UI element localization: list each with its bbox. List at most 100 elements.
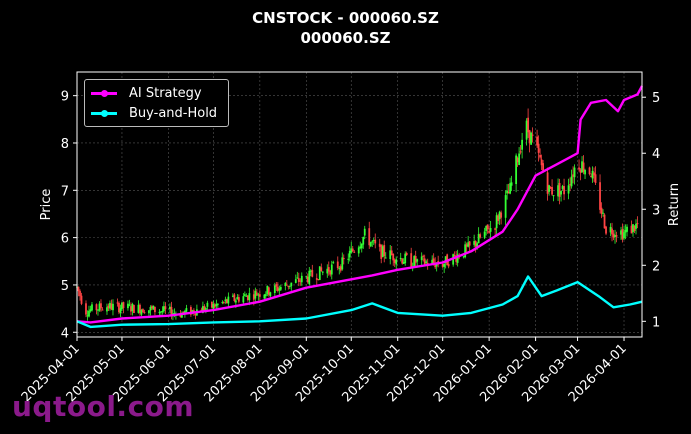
candle-body — [255, 292, 258, 296]
candle-body — [151, 306, 153, 309]
candle-body — [509, 183, 512, 194]
candle-body — [88, 310, 90, 317]
candle-body — [626, 226, 628, 232]
candle-body — [327, 267, 330, 272]
candle-body — [558, 182, 561, 197]
candle-body — [275, 284, 278, 287]
candle-body — [348, 250, 351, 258]
candle-body — [371, 241, 374, 243]
candle-body — [164, 306, 167, 310]
candle-body — [152, 305, 155, 310]
y-left-axis-label: Price — [39, 189, 54, 221]
candle-body — [410, 253, 413, 267]
candle-body — [494, 228, 497, 230]
candle-body — [399, 257, 402, 260]
candle-body — [362, 237, 365, 245]
candle-body — [130, 306, 132, 312]
candle-body — [279, 287, 282, 290]
legend-label-ai-strategy: AI Strategy — [129, 85, 202, 101]
candle-body — [89, 309, 92, 312]
candle-body — [86, 315, 89, 317]
candle-body — [118, 302, 120, 313]
candle-body — [393, 259, 396, 263]
candle-body — [422, 255, 425, 257]
candle-body — [109, 302, 111, 309]
candle-body — [557, 185, 559, 197]
candle-body — [359, 246, 362, 249]
candle-body — [489, 227, 492, 232]
candle-body — [79, 290, 81, 297]
y-left-tick-label: 8 — [61, 137, 69, 152]
legend-swatch-ai-strategy — [91, 89, 117, 97]
candle-body — [383, 245, 386, 257]
chart-legend: AI Strategy Buy-and-Hold — [84, 79, 229, 127]
candle-body — [590, 176, 592, 178]
candle-body — [206, 302, 209, 307]
candle-body — [588, 167, 591, 175]
candle-body — [339, 266, 342, 271]
candle-body — [477, 233, 480, 244]
candle-body — [169, 306, 171, 310]
candle-body — [360, 243, 363, 249]
candle-body — [287, 285, 290, 287]
candle-body — [119, 308, 122, 314]
y-left-tick-label: 9 — [61, 90, 69, 105]
candle-body — [633, 225, 636, 231]
candle-body — [266, 285, 269, 295]
candle-body — [632, 224, 634, 233]
candle-body — [294, 279, 297, 283]
candle-body — [264, 294, 267, 297]
candle-body — [476, 243, 479, 248]
candle-body — [143, 312, 146, 314]
series-line-ai-strategy — [76, 85, 644, 324]
candle-body — [216, 303, 219, 305]
candle-body — [257, 294, 260, 296]
candle-body — [572, 174, 574, 177]
candle-body — [488, 230, 491, 233]
candle-body — [392, 254, 395, 261]
candle-body — [309, 270, 312, 272]
candle-body — [326, 268, 329, 274]
candle-body — [213, 304, 216, 308]
candle-body — [173, 313, 176, 315]
candle-body — [630, 225, 633, 234]
candle-body — [285, 284, 288, 286]
candle-body — [98, 303, 101, 311]
candle-body — [269, 292, 272, 297]
candle-body — [612, 233, 615, 238]
candle-body — [552, 195, 555, 197]
candle-body — [194, 313, 197, 316]
candle-body — [600, 207, 603, 214]
candle-body — [404, 253, 407, 264]
chart-title: CNSTOCK - 000060.SZ 000060.SZ — [0, 8, 691, 48]
candle-body — [107, 305, 110, 309]
candle-body — [148, 310, 150, 314]
candle-body — [224, 299, 227, 301]
candle-body — [506, 190, 509, 194]
y-right-tick-label: 3 — [652, 203, 660, 218]
candle-body — [570, 176, 573, 187]
candle-body — [290, 282, 293, 287]
candle-body — [381, 246, 384, 258]
candle-body — [163, 306, 165, 312]
candle-body — [128, 304, 131, 306]
candle-body — [605, 226, 607, 234]
candle-body — [530, 132, 532, 145]
candle-body — [300, 275, 303, 283]
candle-body — [584, 170, 586, 175]
candle-body — [338, 268, 341, 270]
candle-body — [515, 155, 518, 185]
candle-body — [390, 250, 393, 255]
candle-body — [315, 278, 318, 280]
candle-body — [258, 294, 261, 297]
candle-body — [100, 303, 102, 309]
candle-body — [507, 191, 510, 194]
candle-body — [318, 266, 321, 280]
candle-body — [504, 195, 507, 218]
candle-body — [468, 241, 471, 246]
candle-body — [621, 229, 624, 240]
candle-body — [308, 270, 311, 285]
candle-body — [267, 287, 270, 295]
candle-body — [149, 306, 152, 311]
candle-body — [201, 306, 204, 314]
